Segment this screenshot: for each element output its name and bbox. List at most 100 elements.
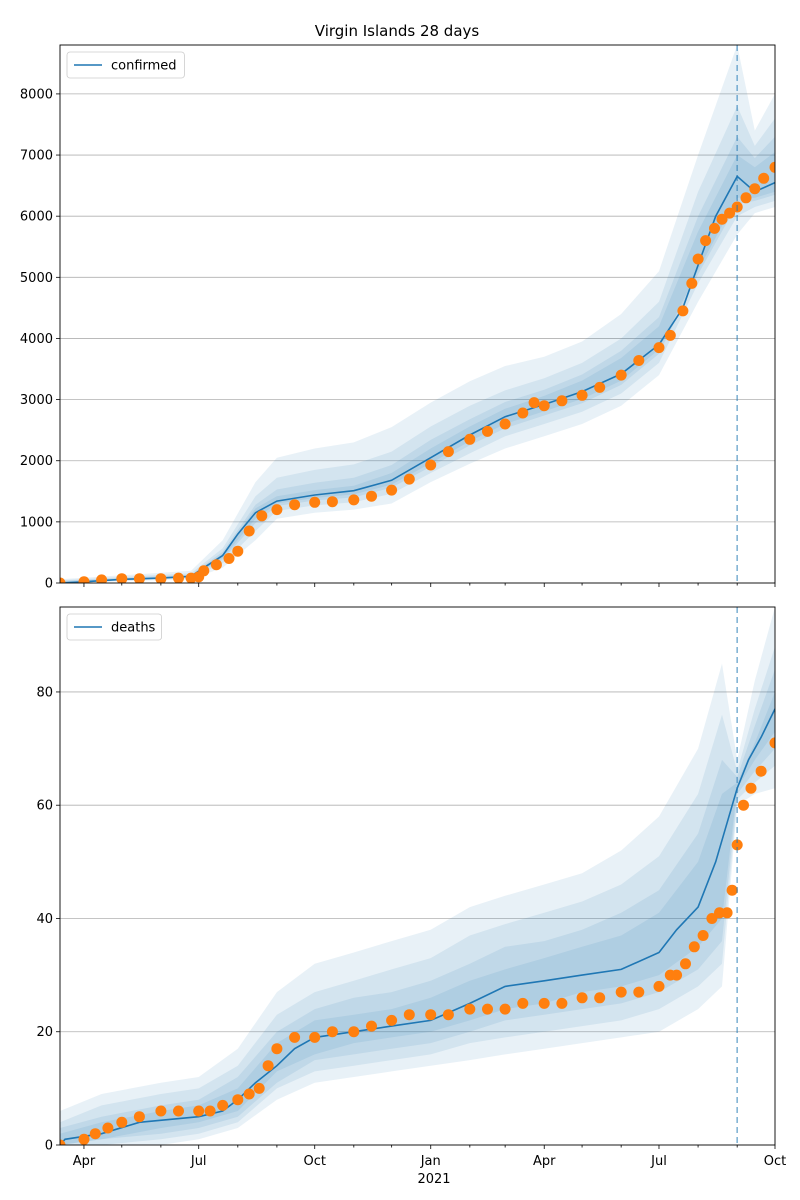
observed-point: [326, 496, 338, 508]
uncertainty-band: [60, 45, 775, 583]
x-tick-label: Apr: [73, 1154, 96, 1169]
observed-point: [721, 907, 733, 919]
observed-point: [366, 490, 377, 502]
observed-point: [89, 1128, 101, 1140]
observed-point: [232, 545, 244, 557]
observed-point: [210, 559, 222, 571]
observed-point: [442, 1009, 454, 1021]
uncertainty-band: [60, 136, 775, 583]
legend-box: [66, 613, 162, 641]
observed-point: [664, 329, 676, 341]
observed-point: [366, 1020, 377, 1032]
observed-point: [528, 397, 540, 409]
observed-point: [700, 235, 712, 247]
y-tick-label: 0: [45, 1139, 53, 1154]
observed-point: [442, 446, 454, 458]
uncertainty-band: [60, 646, 775, 1145]
observed-point: [499, 418, 511, 430]
legend-label: deaths: [111, 621, 156, 636]
observed-point: [193, 1105, 205, 1117]
legend-label: confirmed: [111, 59, 177, 74]
observed-point: [78, 576, 90, 583]
y-tick-label: 2000: [20, 454, 53, 469]
uncertainty-band: [60, 669, 775, 1145]
observed-point: [425, 459, 437, 471]
observed-point: [96, 574, 108, 583]
observed-point: [256, 510, 268, 522]
legend-box: [66, 51, 185, 79]
observed-point: [133, 573, 145, 583]
observed-point: [755, 765, 767, 777]
observed-point: [538, 400, 550, 412]
observed-point: [204, 1105, 216, 1117]
observed-point: [706, 913, 718, 924]
legend: deaths: [66, 613, 162, 641]
observed-point: [714, 907, 725, 919]
observed-point: [133, 1111, 145, 1123]
x-tick-label: Oct: [303, 1154, 325, 1169]
y-tick-label: 8000: [20, 87, 53, 102]
observed-point: [556, 395, 568, 407]
observed-point: [403, 473, 415, 485]
observed-point: [576, 992, 588, 1004]
observed-point: [686, 277, 698, 289]
observed-point: [615, 369, 627, 381]
observed-point: [309, 496, 321, 508]
observed-point: [253, 1082, 265, 1094]
observed-point: [198, 565, 210, 577]
observed-point: [102, 1122, 114, 1134]
observed-point: [633, 986, 645, 998]
observed-point: [726, 884, 738, 896]
y-tick-label: 7000: [20, 149, 53, 164]
plot-area: [60, 45, 775, 583]
observed-point: [232, 1094, 244, 1106]
observed-point: [724, 207, 736, 219]
observed-point: [60, 577, 66, 583]
y-tick-label: 6000: [20, 210, 53, 225]
x-tick-label: Jul: [190, 1154, 207, 1169]
axes-frame: [59, 606, 776, 1146]
observed-point: [745, 782, 757, 794]
deaths-panel: 0 20 40 60 80 Apr Jul Oct Jan Apr Jul Oct deaths: [36, 606, 786, 1169]
y-tick-label: 60: [36, 799, 53, 814]
x-tick-label: Apr: [533, 1154, 556, 1169]
y-tick-label: 4000: [20, 332, 53, 347]
observed-point: [594, 381, 606, 393]
observed-point: [769, 161, 775, 173]
observed-point: [78, 1133, 90, 1145]
observed-point: [243, 525, 255, 537]
observed-point: [173, 1105, 184, 1117]
observed-point: [677, 305, 689, 317]
x-tick-label: Jan: [420, 1154, 441, 1169]
observed-point: [271, 1043, 283, 1055]
observed-point: [738, 799, 749, 811]
observed-point: [482, 1003, 493, 1015]
observed-point: [348, 1026, 360, 1038]
observed-point: [769, 737, 775, 749]
observed-point: [709, 222, 720, 234]
observed-point: [386, 484, 398, 496]
observed-point: [243, 1088, 255, 1100]
observed-point: [348, 494, 360, 506]
observed-point: [671, 969, 683, 981]
observed-point: [731, 839, 743, 851]
observed-point: [594, 992, 606, 1004]
uncertainty-band: [60, 152, 775, 583]
observed-point: [697, 930, 709, 941]
observed-point: [615, 986, 627, 998]
observed-point: [716, 213, 728, 225]
y-tick-label: 40: [36, 912, 53, 927]
y-tick-label: 3000: [20, 393, 53, 408]
observed-point: [556, 997, 568, 1009]
x-tick-label: Jul: [650, 1154, 667, 1169]
observed-point: [386, 1014, 398, 1026]
observed-point: [289, 1031, 301, 1043]
observed-point: [633, 355, 645, 366]
observed-point: [517, 997, 529, 1009]
confirmed-panel: 0 1000 2000 3000 4000 5000 6000 7000 8000 confirm…: [20, 44, 776, 592]
observed-point: [223, 553, 235, 564]
observed-point: [155, 573, 167, 583]
chart-title: Virgin Islands 28 days: [315, 22, 480, 40]
x-tick-label: Oct: [764, 1154, 786, 1169]
